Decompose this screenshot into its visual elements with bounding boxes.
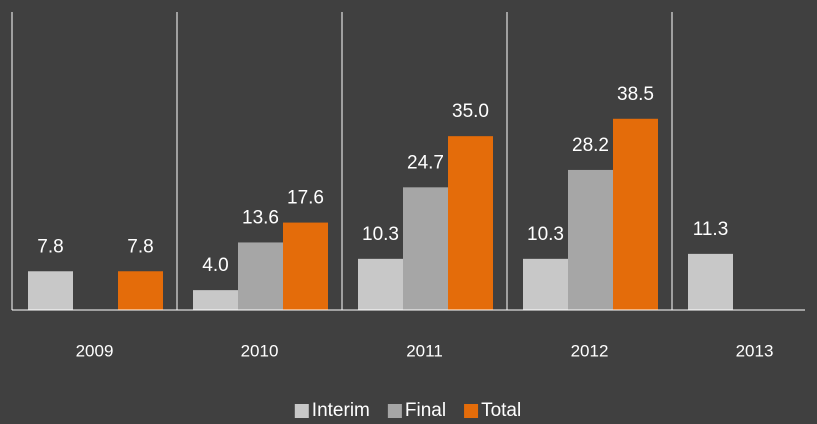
data-label: 24.7 — [407, 152, 444, 173]
bar — [523, 258, 568, 310]
x-tick-label: 2011 — [406, 341, 443, 360]
bar — [613, 118, 658, 311]
bar — [118, 271, 163, 310]
data-label: 17.6 — [287, 188, 324, 209]
x-tick-label: 2010 — [241, 341, 279, 360]
x-tick-label: 2009 — [76, 341, 114, 360]
bar — [448, 136, 493, 310]
data-label: 28.2 — [572, 135, 609, 156]
x-tick-label: 2012 — [571, 341, 609, 360]
x-tick-label: 2013 — [736, 341, 774, 360]
data-label: 7.8 — [37, 236, 63, 257]
bar — [688, 253, 733, 310]
bar — [403, 187, 448, 310]
legend-swatch — [387, 404, 402, 418]
data-label: 38.5 — [617, 84, 654, 105]
legend: Interim Final Total — [294, 400, 521, 421]
legend-label: Final — [405, 400, 446, 421]
bar — [28, 271, 73, 310]
data-label: 7.8 — [127, 236, 153, 257]
legend-swatch — [464, 404, 479, 418]
legend-label: Total — [481, 400, 521, 421]
bar — [238, 242, 283, 310]
legend-swatch — [294, 404, 309, 418]
data-label: 4.0 — [202, 255, 228, 276]
data-label: 10.3 — [527, 224, 564, 245]
data-label: 10.3 — [362, 224, 399, 245]
data-label: 11.3 — [693, 219, 729, 240]
data-label: 35.0 — [452, 101, 489, 122]
bar — [568, 169, 613, 310]
data-label: 13.6 — [242, 207, 279, 228]
bar — [358, 258, 403, 310]
bar — [283, 222, 328, 310]
bar — [193, 290, 238, 310]
legend-label: Interim — [312, 400, 370, 421]
